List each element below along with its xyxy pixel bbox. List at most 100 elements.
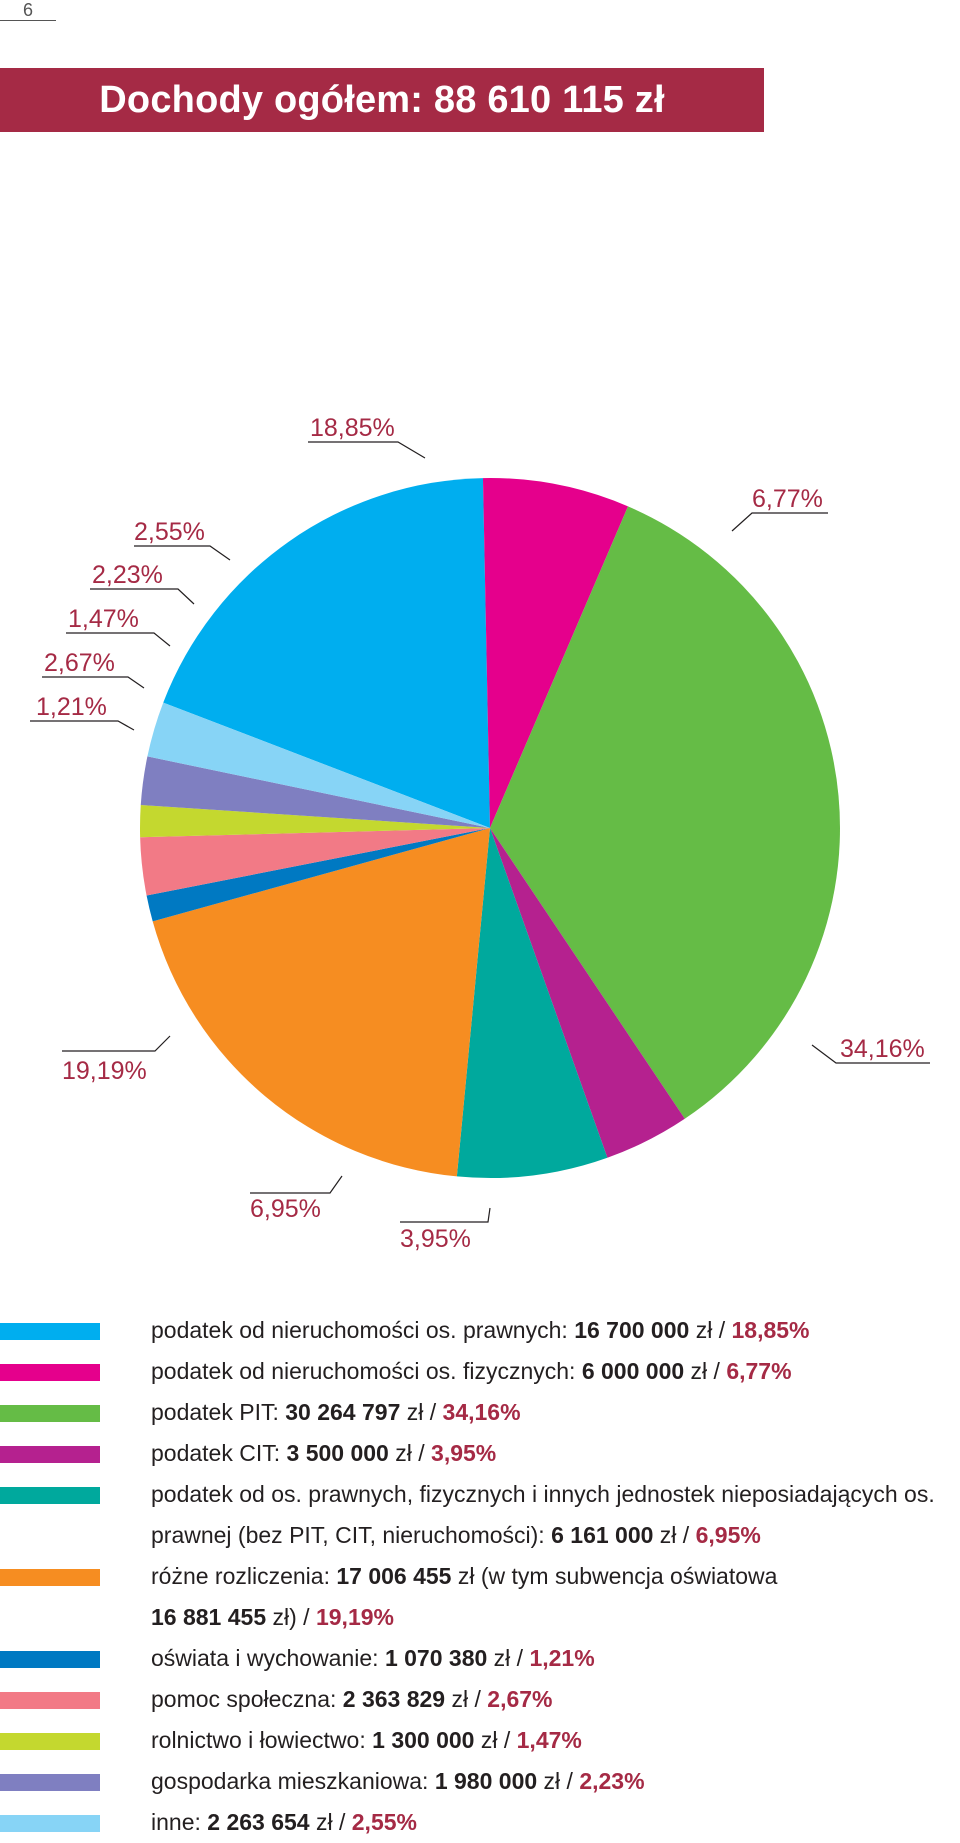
data-label: 6,95% [250, 1195, 321, 1223]
pie-slice [140, 828, 490, 896]
legend-amount: 6 161 000 [551, 1522, 654, 1548]
leader-line [400, 1207, 491, 1223]
legend-amount: 17 006 455 [336, 1563, 452, 1589]
legend-percent: 2,55% [351, 1809, 417, 1835]
legend-label: podatek od nieruchomości os. fizycznych:… [151, 1351, 951, 1392]
data-label: 1,47% [68, 605, 139, 633]
legend-swatch [0, 1651, 100, 1668]
legend-swatch [0, 1692, 100, 1709]
legend-category: pomoc społeczna: [151, 1686, 343, 1712]
legend-percent: 1,47% [516, 1727, 582, 1753]
pie-slice [139, 805, 490, 838]
legend-percent: 2,67% [487, 1686, 553, 1712]
data-label: 2,23% [92, 561, 163, 589]
legend-label: oświata i wychowanie: 1 070 380 zł / 1,2… [151, 1638, 951, 1679]
legend-amount: 1 070 380 [384, 1645, 488, 1671]
legend-label: gospodarka mieszkaniowa: 1 980 000 zł / … [151, 1761, 951, 1802]
pie-slice [456, 828, 608, 1179]
legend-category: oświata i wychowanie: [151, 1645, 385, 1671]
legend-percent: 34,16% [442, 1399, 521, 1425]
legend-unit: zł / [487, 1645, 530, 1671]
legend-unit: zł / [309, 1809, 352, 1835]
legend-unit: zł / [388, 1440, 432, 1466]
leader-line [62, 1035, 171, 1052]
legend-swatch [0, 1323, 100, 1340]
pie-slice [140, 756, 490, 828]
legend-unit: zł) / [266, 1604, 316, 1630]
page-number: 6 [0, 0, 56, 21]
data-label: 18,85% [310, 414, 395, 442]
pie-chart: 18,85% 6,77% 34,16% 3,95% 6,95% 19,19% 1,21% 2,… [30, 414, 930, 1253]
legend-category: podatek CIT: [151, 1440, 287, 1466]
legend-swatch [0, 1733, 100, 1750]
legend-swatch [0, 1405, 100, 1422]
legend-swatch [0, 1364, 100, 1381]
legend-label: inne: 2 263 654 zł / 2,55% [151, 1802, 951, 1843]
legend-label: pomoc społeczna: 2 363 829 zł / 2,67% [151, 1679, 951, 1720]
legend-unit: zł / [689, 1317, 732, 1343]
pie-slice [163, 478, 490, 828]
pie-slice [152, 828, 490, 1177]
legend-unit: zł / [684, 1358, 727, 1384]
leader-line [134, 545, 231, 561]
legend-percent: 6,95% [695, 1522, 761, 1548]
pie-slice [490, 506, 840, 1119]
legend-percent: 19,19% [315, 1604, 394, 1630]
leader-line [30, 720, 135, 731]
legend-label: różne rozliczenia: 17 006 455 zł (w tym … [151, 1556, 951, 1638]
legend-label: rolnictwo i łowiectwo: 1 300 000 zł / 1,… [151, 1720, 951, 1761]
data-label: 1,21% [36, 693, 107, 721]
legend-percent: 2,23% [579, 1768, 645, 1794]
legend-unit: zł (w tym subwencja oświatowa [451, 1563, 778, 1589]
legend-unit: zł / [653, 1522, 696, 1548]
leader-line [811, 1044, 930, 1064]
legend-unit: zł / [537, 1768, 580, 1794]
pie-slice [482, 477, 629, 828]
leader-line [42, 676, 145, 689]
legend-amount: 1 300 000 [372, 1727, 475, 1753]
legend-category: różne rozliczenia: [151, 1563, 337, 1589]
leader-line [66, 632, 171, 647]
legend-amount: 30 264 797 [285, 1399, 401, 1425]
data-label: 34,16% [840, 1035, 925, 1063]
legend-category: podatek PIT: [151, 1399, 286, 1425]
legend-unit: zł / [474, 1727, 517, 1753]
legend-label: podatek od os. prawnych, fizycznych i in… [151, 1474, 951, 1556]
legend-swatch [0, 1569, 100, 1586]
legend-unit: zł / [400, 1399, 443, 1425]
leader-line [731, 512, 828, 532]
legend-category: podatek od nieruchomości os. prawnych: [151, 1317, 575, 1343]
data-label: 6,77% [752, 485, 823, 513]
legend-swatch [0, 1815, 100, 1832]
legend-amount: 2 363 829 [342, 1686, 446, 1712]
legend-percent: 1,21% [529, 1645, 595, 1671]
page-title: Dochody ogółem: 88 610 115 zł [99, 78, 665, 121]
legend-category: gospodarka mieszkaniowa: [151, 1768, 435, 1794]
data-label: 3,95% [400, 1225, 471, 1253]
data-label: 2,67% [44, 649, 115, 677]
legend-category: podatek od os. prawnych, fizycznych i in… [151, 1481, 935, 1548]
legend-category: rolnictwo i łowiectwo: [151, 1727, 373, 1753]
legend-label: podatek CIT: 3 500 000 zł / 3,95% [151, 1433, 951, 1474]
legend-amount: 16 881 455 [151, 1604, 267, 1630]
pie-slice [490, 828, 685, 1158]
legend-amount: 3 500 000 [286, 1440, 389, 1466]
pie-slice [146, 828, 490, 922]
leader-line [90, 588, 195, 605]
legend-category: podatek od nieruchomości os. fizycznych: [151, 1358, 582, 1384]
title-bar: Dochody ogółem: 88 610 115 zł [0, 68, 764, 132]
legend-unit: zł / [445, 1686, 488, 1712]
legend-label: podatek od nieruchomości os. prawnych: 1… [151, 1310, 951, 1351]
legend-swatch [0, 1446, 100, 1463]
legend-label: podatek PIT: 30 264 797 zł / 34,16% [151, 1392, 951, 1433]
legend-amount: 1 980 000 [434, 1768, 538, 1794]
legend-swatch [0, 1774, 100, 1791]
legend-swatch [0, 1487, 100, 1504]
leader-line [308, 441, 426, 459]
legend-percent: 18,85% [731, 1317, 810, 1343]
legend-percent: 3,95% [431, 1440, 497, 1466]
legend-amount: 2 263 654 [207, 1809, 310, 1835]
pie-slice [147, 702, 490, 828]
data-label: 19,19% [62, 1057, 147, 1085]
legend-amount: 6 000 000 [581, 1358, 685, 1384]
